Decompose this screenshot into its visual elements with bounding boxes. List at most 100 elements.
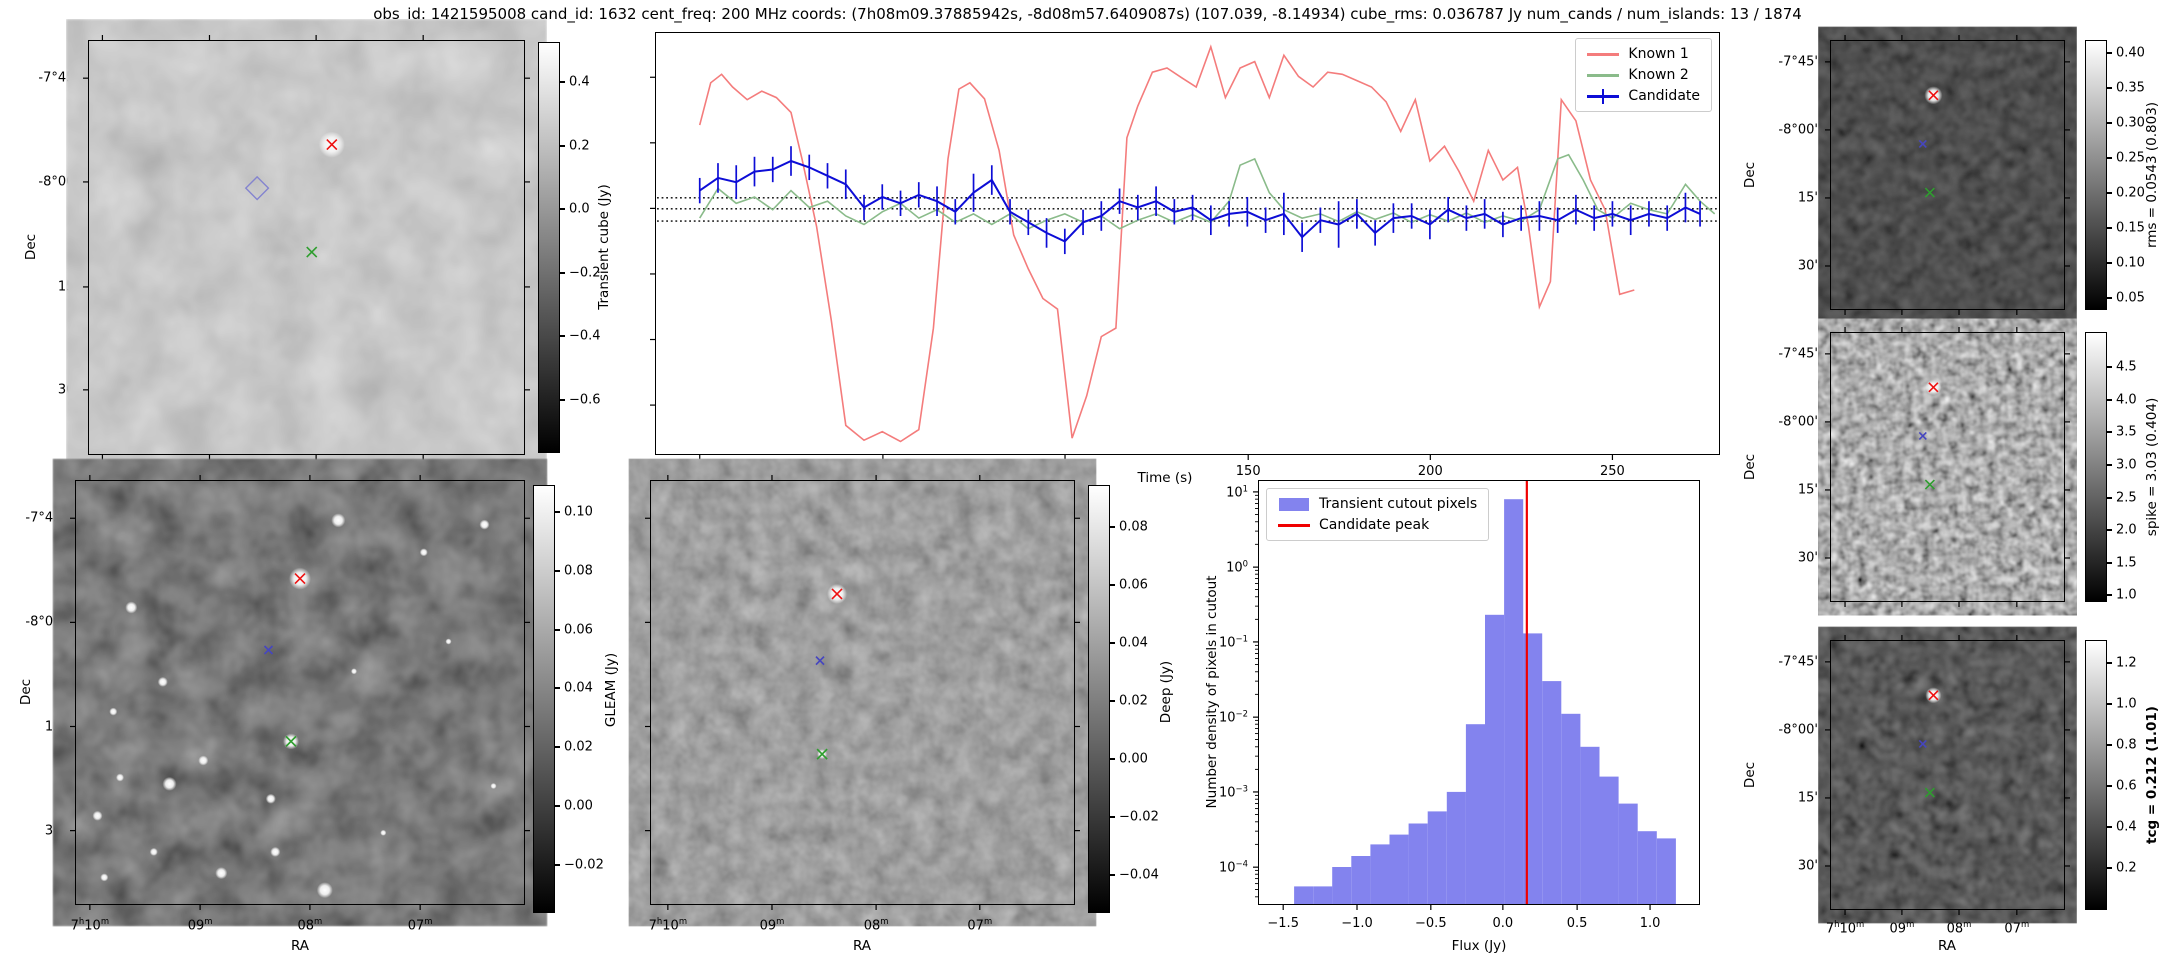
colorbar-tick-label: 0.02 (564, 739, 593, 755)
colorbar-tick-label: −0.04 (1119, 867, 1159, 883)
colorbar-tick (1110, 584, 1115, 587)
colorbar-tick-label: 0.04 (1119, 635, 1148, 651)
colorbar-tick (1110, 873, 1115, 876)
colorbar-tick-label: 0.4 (569, 74, 590, 90)
histogram-bar (1332, 867, 1352, 905)
colorbar-tick (555, 510, 560, 513)
figure-title: obs_id: 1421595008 cand_id: 1632 cent_fr… (373, 5, 1802, 23)
colorbar-tick (2107, 594, 2112, 597)
tick-label: 30' (57, 382, 78, 398)
colorbar-tick (560, 80, 565, 83)
colorbar-tick-label: 0.08 (564, 563, 593, 579)
colorbar-tick-label: −0.2 (569, 265, 601, 281)
gleam-ra-ticks: 7h10m 09m 08m 07m (71, 911, 525, 934)
x-marker (1918, 431, 1927, 441)
tick-label: 09m (187, 916, 213, 934)
colorbar-tick (2107, 867, 2112, 870)
colorbar-tick-label: 0.06 (1119, 577, 1148, 593)
panel-frame (75, 480, 525, 905)
colorbar-tick (555, 864, 560, 867)
histogram-bar (1504, 499, 1524, 905)
histogram-bar (1389, 834, 1409, 905)
colorbar-tick (2107, 528, 2112, 531)
source-blob (331, 513, 346, 528)
colorbar-tick-label: 0.25 (2116, 150, 2145, 166)
tick-label: 07m (967, 916, 993, 934)
histogram-bar (1446, 791, 1466, 905)
tick-label: 09m (759, 916, 785, 934)
legend-item: Known 1 (1587, 46, 1700, 62)
tick-label: 30' (1797, 858, 1818, 874)
colorbar-tick-label: 0.4 (2116, 819, 2137, 835)
tick-label: 10−1 (1219, 633, 1248, 651)
x-marker (815, 656, 825, 666)
island-contour (244, 175, 270, 201)
x-marker (1924, 787, 1935, 798)
x-marker (1928, 382, 1939, 393)
colorbar-tick-label: −0.4 (569, 328, 601, 344)
source-blob (116, 773, 124, 782)
tick-label: 15' (1797, 482, 1818, 498)
colorbar-tick-label: 0.10 (564, 504, 593, 520)
legend-item: Transient cutout pixels (1278, 496, 1477, 512)
histogram-bar (1465, 724, 1485, 905)
tick-label: 1.0 (1639, 916, 1661, 931)
tick-label: 101 (1226, 483, 1248, 501)
colorbar-tick (2107, 496, 2112, 499)
tick-label: -7°45' (1778, 54, 1818, 70)
lightcurve-canvas (650, 32, 1720, 460)
tick-label: -7°45' (25, 510, 65, 526)
colorbar-tick (555, 687, 560, 690)
colorbar-tick-label: 0.35 (2116, 80, 2145, 96)
tl-dec-ticks: -7°45' -8°00' 15' 30' (10, 40, 84, 455)
colorbar-tick-label: 3.5 (2116, 424, 2137, 440)
legend-swatch (1587, 47, 1620, 62)
transient-cube-cutout (83, 35, 530, 460)
tick-label: −1.5 (1267, 916, 1299, 931)
colorbar-tick (2107, 702, 2112, 705)
spike-cutout-canvas (1825, 327, 2070, 607)
colorbar-tick-label: 1.2 (2116, 655, 2137, 671)
histogram-bar (1637, 831, 1657, 905)
lightcurve-x-axis-label: Time (s) (1137, 470, 1193, 486)
colorbar-tick-label: 1.5 (2116, 555, 2137, 571)
tcg-ra-ticks: 7h10m 09m 08m 07m (1826, 914, 2065, 936)
legend-swatch (1278, 497, 1310, 512)
x-marker (294, 573, 306, 585)
tick-label: 100 (1052, 464, 1078, 479)
colorbar-tick (560, 398, 565, 401)
colorbar-tick (2107, 463, 2112, 466)
colorbar-tick (2107, 744, 2112, 747)
tick-label: -7°45' (1778, 654, 1818, 670)
deep-cutout-canvas (645, 475, 1080, 910)
colorbar-tick-label: 4.5 (2116, 359, 2137, 375)
tick-label: 200 (1417, 464, 1443, 479)
colorbar-tick-label: 0.6 (2116, 778, 2137, 794)
panel-frame (1830, 40, 2065, 310)
colorbar-tick-label: −0.02 (564, 857, 604, 873)
colorbar-tick-label: 4.0 (2116, 392, 2137, 408)
tick-label: -7°45' (38, 70, 78, 86)
legend-item: Candidate peak (1278, 517, 1477, 533)
panel-frame (650, 480, 1075, 905)
rms-cutout-canvas (1825, 35, 2070, 315)
tick-label: 0.5 (1566, 916, 1588, 931)
noise-field (75, 480, 525, 905)
source-blob (380, 829, 387, 836)
gleam-cutout-canvas (70, 475, 530, 910)
x-marker (1924, 479, 1935, 490)
colorbar-tick-label: −0.6 (569, 392, 601, 408)
colorbar-tick-label: 0.0 (569, 201, 590, 217)
colorbar-tick (2107, 87, 2112, 90)
tcg-cutout-canvas (1825, 635, 2070, 915)
x-marker (1918, 739, 1927, 749)
source-blob (198, 755, 209, 766)
lightcurve-x-ticks: 0 50 100 150 200 250 (655, 459, 1720, 479)
tick-label: -7°45' (1778, 346, 1818, 362)
tick-label: 7h10m (648, 916, 688, 934)
colorbar-tick (2107, 51, 2112, 54)
source-blob (100, 873, 109, 882)
tick-label: 10−4 (1219, 858, 1248, 876)
colorbar-tick-label: 0.06 (564, 622, 593, 638)
legend-item: Known 2 (1587, 67, 1700, 83)
